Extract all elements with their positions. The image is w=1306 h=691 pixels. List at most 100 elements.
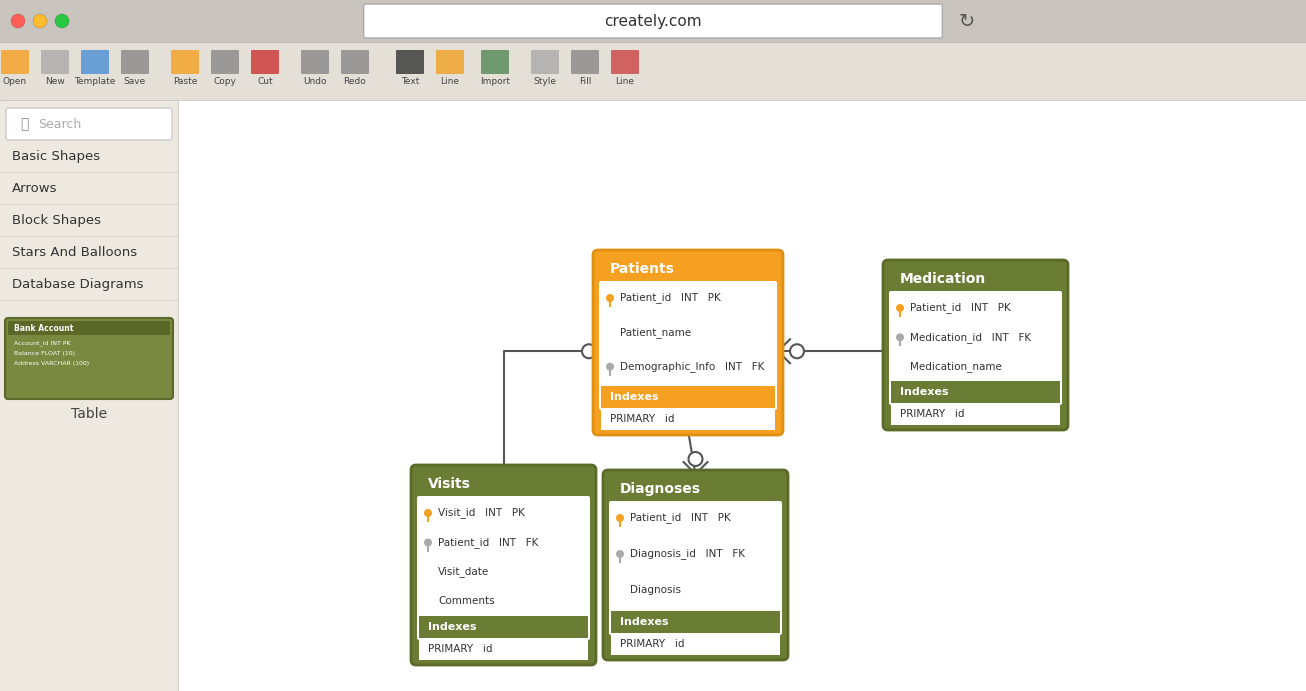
Circle shape: [10, 14, 25, 28]
Text: Medication_id   INT   FK: Medication_id INT FK: [910, 332, 1032, 343]
FancyBboxPatch shape: [889, 291, 1062, 405]
Bar: [178, 100, 1306, 691]
Bar: [891, 403, 1060, 425]
Circle shape: [582, 344, 596, 358]
FancyBboxPatch shape: [5, 318, 172, 399]
Text: Indexes: Indexes: [900, 387, 948, 397]
Text: Fill: Fill: [579, 77, 592, 86]
Text: Medication: Medication: [900, 272, 986, 286]
Text: Save: Save: [124, 77, 146, 86]
Text: Stars And Balloons: Stars And Balloons: [12, 245, 137, 258]
FancyBboxPatch shape: [396, 50, 424, 74]
Text: Cut: Cut: [257, 77, 273, 86]
Text: Template: Template: [74, 77, 116, 86]
FancyBboxPatch shape: [212, 50, 239, 74]
Bar: [8, 321, 170, 335]
Text: Indexes: Indexes: [610, 392, 658, 402]
Text: Visit_date: Visit_date: [438, 567, 490, 578]
Text: Patient_id   INT   FK: Patient_id INT FK: [438, 537, 538, 548]
FancyBboxPatch shape: [611, 50, 639, 74]
Text: Medication_name: Medication_name: [910, 361, 1002, 372]
Circle shape: [896, 304, 904, 312]
Text: Patients: Patients: [610, 262, 675, 276]
FancyBboxPatch shape: [532, 50, 559, 74]
Bar: [419, 616, 588, 638]
Bar: [0, 0, 1306, 42]
FancyBboxPatch shape: [7, 108, 172, 140]
Text: Balance FLOAT (10): Balance FLOAT (10): [14, 350, 74, 355]
Circle shape: [790, 344, 804, 358]
Bar: [611, 633, 780, 655]
Text: Visit_id   INT   PK: Visit_id INT PK: [438, 508, 525, 518]
Text: Patient_name: Patient_name: [620, 327, 691, 338]
Circle shape: [688, 452, 703, 466]
Text: Style: Style: [533, 77, 556, 86]
Text: Diagnosis: Diagnosis: [629, 585, 680, 595]
Text: Line: Line: [440, 77, 460, 86]
Text: Copy: Copy: [214, 77, 236, 86]
Text: Indexes: Indexes: [428, 622, 477, 632]
FancyBboxPatch shape: [593, 250, 784, 435]
Text: Diagnosis_id   INT   FK: Diagnosis_id INT FK: [629, 549, 744, 560]
Circle shape: [606, 363, 614, 370]
Text: Patient_id   INT   PK: Patient_id INT PK: [620, 292, 721, 303]
FancyBboxPatch shape: [171, 50, 199, 74]
FancyBboxPatch shape: [571, 50, 599, 74]
Bar: [419, 638, 588, 660]
FancyBboxPatch shape: [417, 496, 590, 640]
Text: Address VARCHAR (100): Address VARCHAR (100): [14, 361, 89, 366]
Bar: [0, 42, 1306, 100]
FancyBboxPatch shape: [121, 50, 149, 74]
Text: creately.com: creately.com: [605, 14, 701, 28]
Text: Demographic_Info   INT   FK: Demographic_Info INT FK: [620, 361, 764, 372]
Text: Patient_id   INT   PK: Patient_id INT PK: [910, 303, 1011, 314]
Text: Visits: Visits: [428, 477, 471, 491]
Text: PRIMARY   id: PRIMARY id: [900, 409, 965, 419]
FancyBboxPatch shape: [363, 4, 943, 38]
Text: Block Shapes: Block Shapes: [12, 214, 101, 227]
Circle shape: [616, 550, 624, 558]
Text: Database Diagrams: Database Diagrams: [12, 278, 144, 290]
Text: Table: Table: [71, 407, 107, 421]
Text: Line: Line: [615, 77, 635, 86]
Text: Bank Account: Bank Account: [14, 323, 73, 332]
Text: Diagnoses: Diagnoses: [620, 482, 701, 496]
FancyBboxPatch shape: [481, 50, 509, 74]
FancyBboxPatch shape: [1, 50, 29, 74]
Text: Open: Open: [3, 77, 27, 86]
Bar: [0, 100, 178, 691]
FancyBboxPatch shape: [599, 281, 777, 410]
Text: PRIMARY   id: PRIMARY id: [610, 414, 674, 424]
Bar: [611, 611, 780, 633]
FancyBboxPatch shape: [300, 50, 329, 74]
Text: Arrows: Arrows: [12, 182, 57, 194]
FancyBboxPatch shape: [883, 260, 1068, 430]
Text: ⌕: ⌕: [20, 117, 29, 131]
FancyBboxPatch shape: [40, 50, 69, 74]
Bar: [601, 386, 774, 408]
FancyBboxPatch shape: [609, 501, 782, 635]
Text: Account_id INT PK: Account_id INT PK: [14, 340, 71, 346]
Text: PRIMARY   id: PRIMARY id: [428, 644, 492, 654]
Text: Indexes: Indexes: [620, 617, 669, 627]
Text: Search: Search: [38, 117, 81, 131]
Text: Redo: Redo: [343, 77, 367, 86]
Text: Text: Text: [401, 77, 419, 86]
Text: Comments: Comments: [438, 596, 495, 607]
FancyBboxPatch shape: [603, 470, 788, 660]
Circle shape: [606, 294, 614, 302]
FancyBboxPatch shape: [341, 50, 370, 74]
Circle shape: [424, 509, 432, 517]
Text: Patient_id   INT   PK: Patient_id INT PK: [629, 513, 731, 524]
Circle shape: [896, 333, 904, 341]
Text: Basic Shapes: Basic Shapes: [12, 149, 101, 162]
Circle shape: [33, 14, 47, 28]
Text: Import: Import: [481, 77, 511, 86]
Circle shape: [55, 14, 69, 28]
Text: Paste: Paste: [172, 77, 197, 86]
Text: New: New: [46, 77, 65, 86]
Circle shape: [424, 538, 432, 547]
Text: ↻: ↻: [959, 12, 974, 30]
Text: Undo: Undo: [303, 77, 326, 86]
Bar: [891, 381, 1060, 403]
